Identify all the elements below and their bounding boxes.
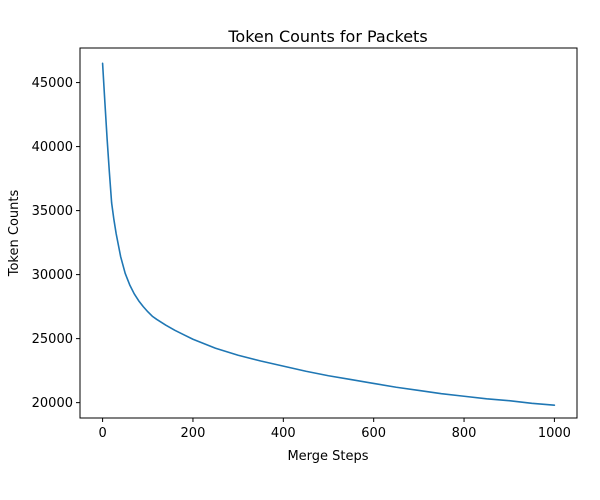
y-tick-label: 35000 <box>32 204 73 219</box>
y-axis-label: Token Counts <box>7 190 22 278</box>
y-tick-label: 20000 <box>32 396 73 411</box>
series-line <box>101 62 556 407</box>
x-tick-label: 400 <box>271 426 296 441</box>
x-axis-label: Merge Steps <box>287 449 368 464</box>
x-tick-label: 1000 <box>538 426 571 441</box>
x-tick-label: 800 <box>452 426 477 441</box>
plot-frame <box>79 47 578 419</box>
y-axis: 20000 25000 30000 35000 40000 45000 <box>32 76 80 411</box>
chart-title: Token Counts for Packets <box>227 27 427 46</box>
x-tick-label: 0 <box>98 426 106 441</box>
y-tick-label: 25000 <box>32 332 73 347</box>
x-axis: 0 200 400 600 800 1000 <box>98 418 571 441</box>
y-tick-label: 40000 <box>32 140 73 155</box>
plot-area <box>79 47 578 419</box>
y-tick-label: 45000 <box>32 76 73 91</box>
y-tick-label: 30000 <box>32 268 73 283</box>
x-tick-label: 600 <box>361 426 386 441</box>
series-layer <box>101 62 556 407</box>
x-tick-label: 200 <box>181 426 206 441</box>
